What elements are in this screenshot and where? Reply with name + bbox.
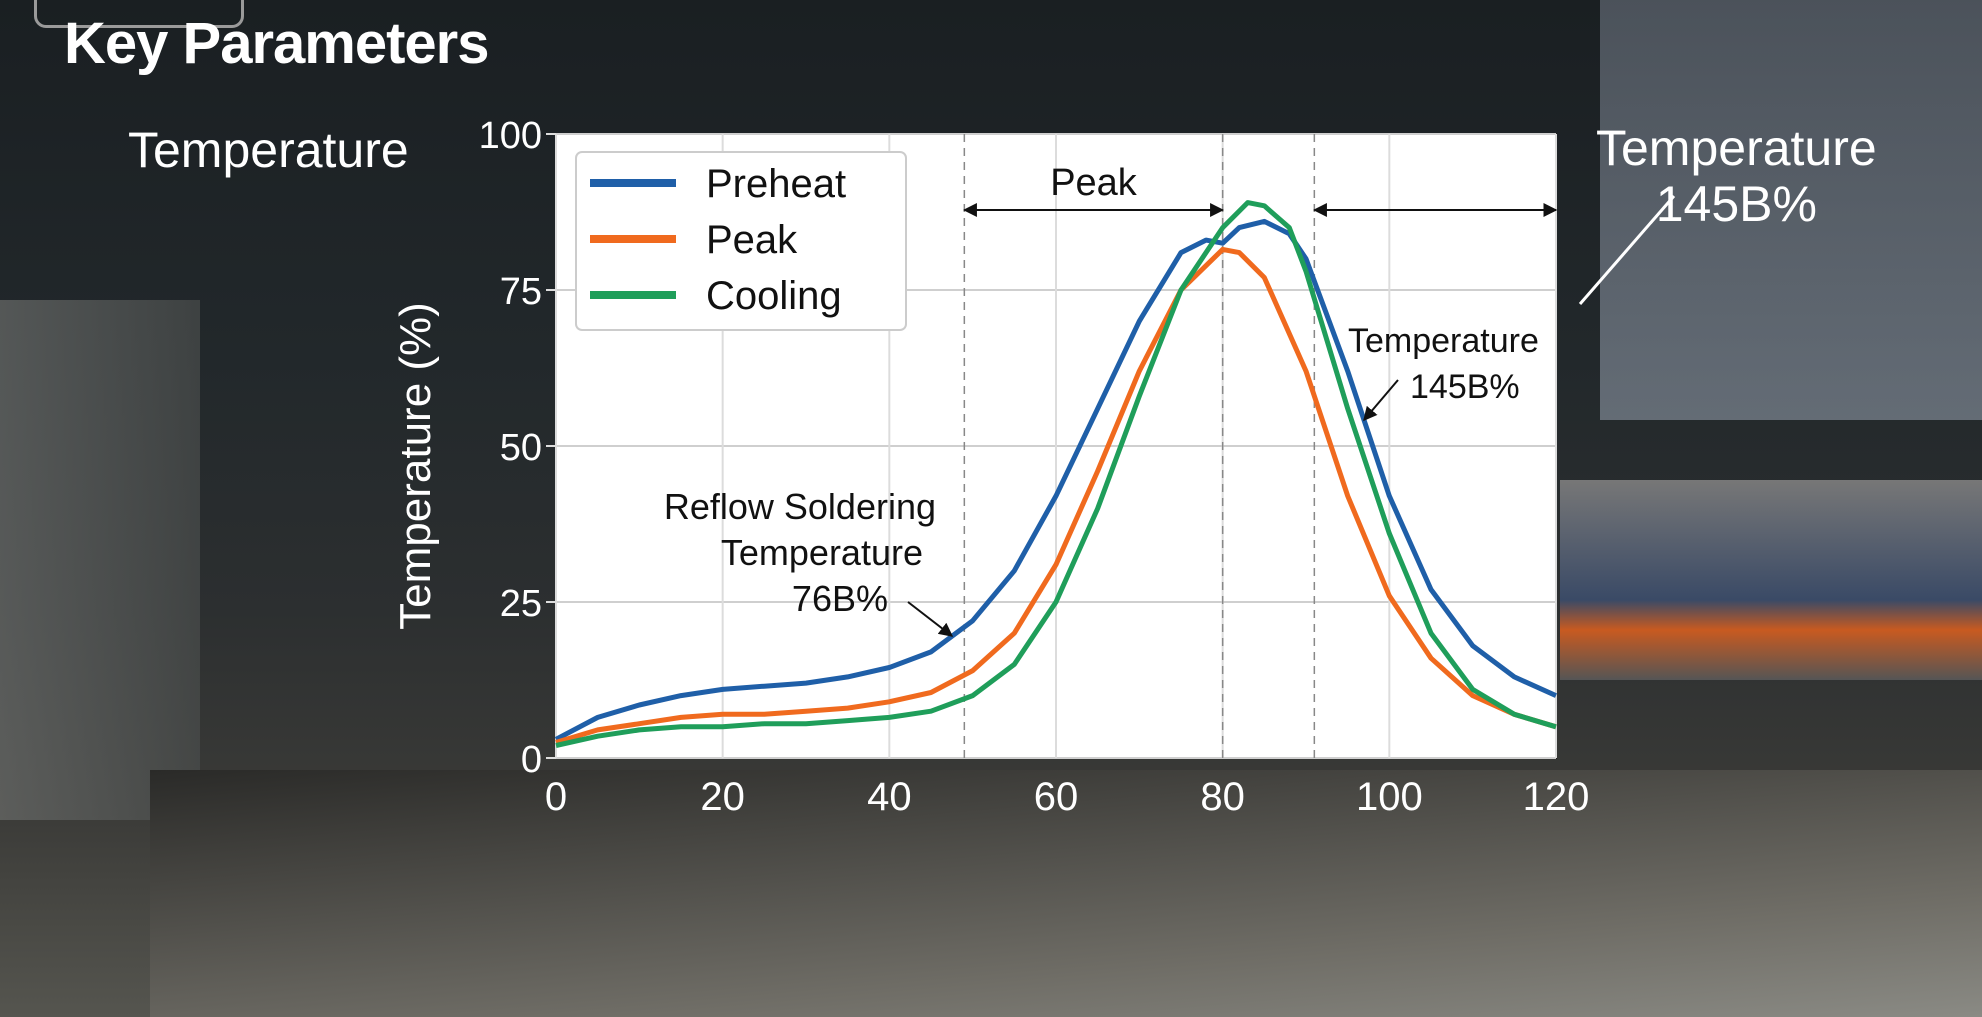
- background-machine-right: [1560, 480, 1982, 680]
- top-badge: [34, 0, 244, 28]
- right-annotation-line1: Temperature: [1596, 120, 1877, 176]
- x-tick-label: 100: [1356, 775, 1423, 819]
- legend-label-cooling: Cooling: [706, 274, 842, 318]
- left-label: Temperature: [128, 122, 409, 178]
- y-tick-label: 0: [521, 739, 542, 781]
- right-annotation-leader: [1578, 195, 1676, 305]
- background-machine-left: [0, 300, 200, 820]
- annotation-reflow-line3: 76B%: [792, 578, 888, 619]
- x-tick-label: 120: [1523, 775, 1590, 819]
- legend-label-peak: Peak: [706, 218, 798, 262]
- annotation-reflow-line1: Reflow Soldering: [664, 486, 936, 527]
- series-line-preheat: [554, 218, 1558, 742]
- x-tick-label: 0: [545, 775, 567, 819]
- annotation-peak: Peak: [1050, 162, 1138, 204]
- annotation-temperature-line1: Temperature: [1348, 322, 1539, 360]
- right-annotation: Temperature 145B%: [1596, 120, 1877, 232]
- y-tick-label: 50: [500, 427, 542, 469]
- x-tick-label: 40: [867, 775, 912, 819]
- x-tick-label: 20: [700, 775, 745, 819]
- page-title: Key Parameters: [64, 11, 490, 76]
- annotation-reflow-arrow: [907, 601, 954, 637]
- background-table: [150, 770, 1982, 1017]
- x-tick-label: 80: [1200, 775, 1245, 819]
- x-tick-label: 60: [1034, 775, 1079, 819]
- annotation-temperature-arrow: [1363, 379, 1399, 422]
- annotation-temperature-line2: 145B%: [1410, 368, 1520, 406]
- y-axis-label: Temperature (%): [391, 302, 440, 630]
- y-tick-label: 25: [500, 583, 542, 625]
- legend-label-preheat: Preheat: [706, 162, 846, 206]
- y-tick-label: 75: [500, 271, 542, 313]
- right-annotation-line2: 145B%: [1655, 176, 1817, 232]
- y-tick-label: 100: [479, 115, 542, 157]
- legend: [575, 151, 907, 331]
- series-line-peak: [555, 246, 1557, 745]
- annotation-reflow-line2: Temperature: [721, 532, 923, 573]
- series-line-cooling: [555, 200, 1557, 748]
